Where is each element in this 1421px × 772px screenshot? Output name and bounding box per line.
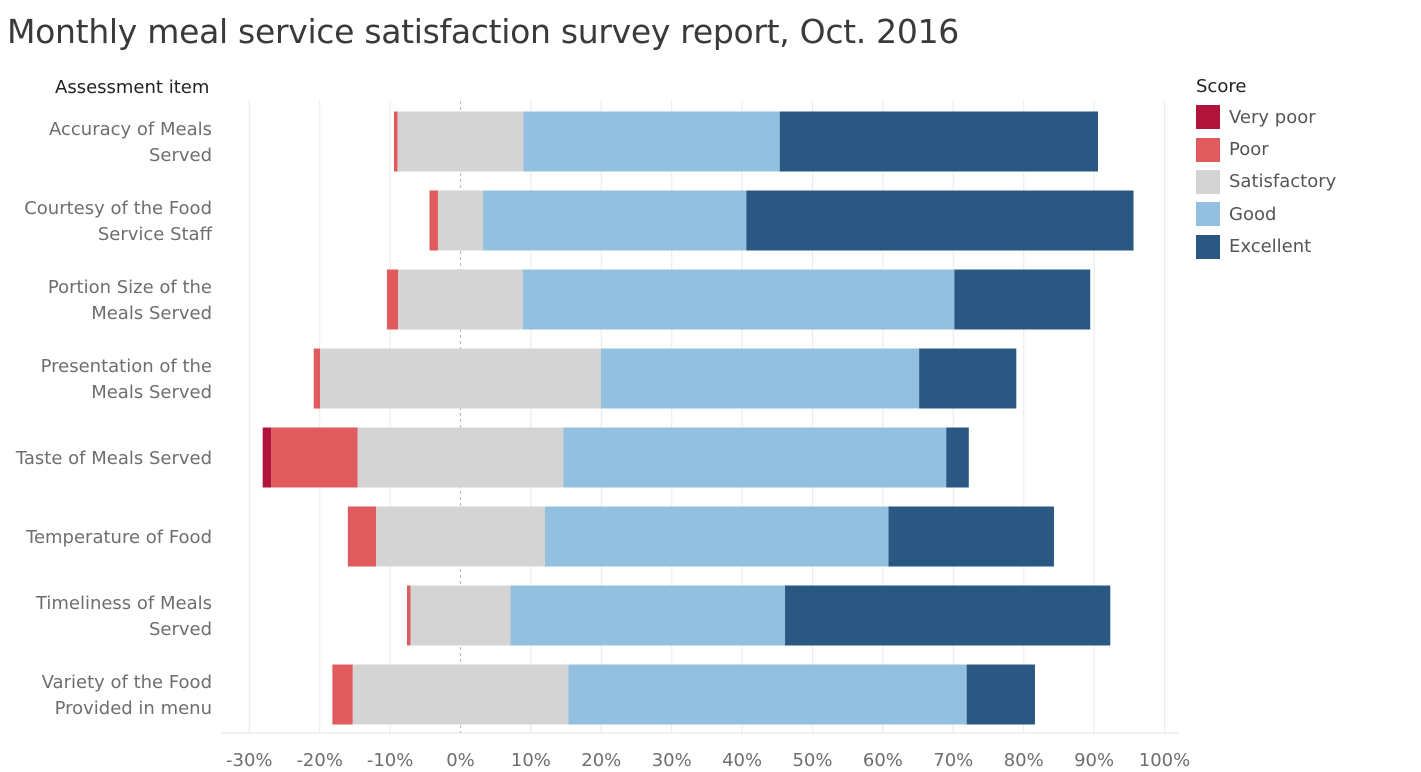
- legend-item-poor: Poor: [1196, 133, 1336, 165]
- x-axis-ticks: -30% -20% -10% 0% 10% 20% 30% 40% 50% 60% 70% 80% 90…: [226, 750, 1190, 771]
- category-label: Service Staff: [98, 224, 213, 245]
- category-label: Temperature of Food: [25, 527, 212, 548]
- category-label: Timeliness of Meals: [35, 593, 212, 614]
- legend-item-satisfactory: Satisfactory: [1196, 166, 1336, 198]
- bar-segment-poor: [386, 269, 399, 330]
- bar-segment-satisfactory: [376, 506, 545, 567]
- bar-segment-good: [522, 269, 955, 330]
- bar-segment-excellent: [946, 427, 969, 488]
- bar-segment-good: [568, 664, 967, 725]
- bar-segment-excellent: [888, 506, 1054, 567]
- bar-segment-excellent: [966, 664, 1035, 725]
- legend-swatch: [1196, 105, 1220, 130]
- bar-segment-good: [523, 111, 780, 172]
- bar-segment-poor: [313, 348, 321, 409]
- legend-label: Good: [1229, 203, 1277, 225]
- bar-segment-excellent: [919, 348, 1017, 409]
- legend-swatch: [1196, 137, 1220, 162]
- bar-segment-excellent: [785, 585, 1111, 646]
- x-tick-label: 40%: [722, 750, 762, 771]
- chart-title: Monthly meal service satisfaction survey…: [7, 12, 959, 51]
- bar-segment-satisfactory: [320, 348, 601, 409]
- bar-segment-satisfactory: [410, 585, 511, 646]
- bar-segment-satisfactory: [357, 427, 564, 488]
- category-label: Meals Served: [91, 303, 212, 324]
- bar-segment-very-poor: [262, 427, 272, 488]
- category-label: Served: [149, 619, 212, 640]
- bar-segment-satisfactory: [352, 664, 569, 725]
- bar-segment-good: [563, 427, 947, 488]
- legend: Score Very poor Poor Satisfactory Good E…: [1196, 76, 1336, 263]
- bar-segment-poor: [429, 190, 438, 251]
- y-axis-header: Assessment item: [55, 77, 210, 98]
- category-label: Variety of the Food: [42, 672, 212, 693]
- category-label: Served: [149, 145, 212, 166]
- legend-item-very-poor: Very poor: [1196, 101, 1336, 133]
- category-label: Taste of Meals Served: [15, 448, 212, 469]
- x-tick-label: -30%: [226, 750, 273, 771]
- x-tick-label: 90%: [1074, 750, 1114, 771]
- legend-title: Score: [1196, 76, 1247, 97]
- bar-segment-good: [544, 506, 889, 567]
- category-label: Courtesy of the Food: [24, 198, 212, 219]
- x-tick-label: -10%: [367, 750, 414, 771]
- x-tick-label: 80%: [1004, 750, 1044, 771]
- bar-segment-good: [510, 585, 786, 646]
- category-label: Meals Served: [91, 382, 212, 403]
- legend-item-excellent: Excellent: [1196, 231, 1336, 263]
- x-tick-label: 30%: [652, 750, 692, 771]
- bar-segment-poor: [393, 111, 398, 172]
- bar-segment-satisfactory: [398, 269, 523, 330]
- bar-segment-excellent: [954, 269, 1091, 330]
- bar-segment-excellent: [746, 190, 1134, 251]
- category-labels: Accuracy of Meals Served Courtesy of the F…: [15, 119, 213, 719]
- category-label: Portion Size of the: [48, 277, 212, 298]
- bar-segment-good: [600, 348, 920, 409]
- x-tick-label: 20%: [581, 750, 621, 771]
- category-label: Provided in menu: [55, 698, 212, 719]
- bars: [262, 111, 1134, 725]
- bar-segment-poor: [332, 664, 353, 725]
- legend-swatch: [1196, 234, 1220, 259]
- legend-swatch: [1196, 169, 1220, 194]
- legend-label: Poor: [1229, 139, 1269, 161]
- x-tick-label: -20%: [296, 750, 343, 771]
- x-tick-label: 100%: [1139, 750, 1190, 771]
- legend-item-good: Good: [1196, 198, 1336, 230]
- bar-segment-poor: [347, 506, 377, 567]
- bar-segment-good: [483, 190, 747, 251]
- bar-segment-excellent: [779, 111, 1098, 172]
- bar-segment-poor: [271, 427, 358, 488]
- legend-label: Very poor: [1229, 106, 1316, 128]
- x-tick-label: 50%: [792, 750, 832, 771]
- legend-label: Satisfactory: [1229, 171, 1337, 193]
- bar-segment-satisfactory: [437, 190, 484, 251]
- x-tick-label: 0%: [446, 750, 475, 771]
- x-tick-label: 60%: [863, 750, 903, 771]
- category-label: Accuracy of Meals: [49, 119, 212, 140]
- bar-segment-satisfactory: [397, 111, 524, 172]
- x-tick-label: 10%: [511, 750, 551, 771]
- category-label: Presentation of the: [41, 356, 212, 377]
- legend-label: Excellent: [1229, 236, 1312, 258]
- legend-swatch: [1196, 202, 1220, 227]
- bar-segment-poor: [406, 585, 411, 646]
- x-tick-label: 70%: [933, 750, 973, 771]
